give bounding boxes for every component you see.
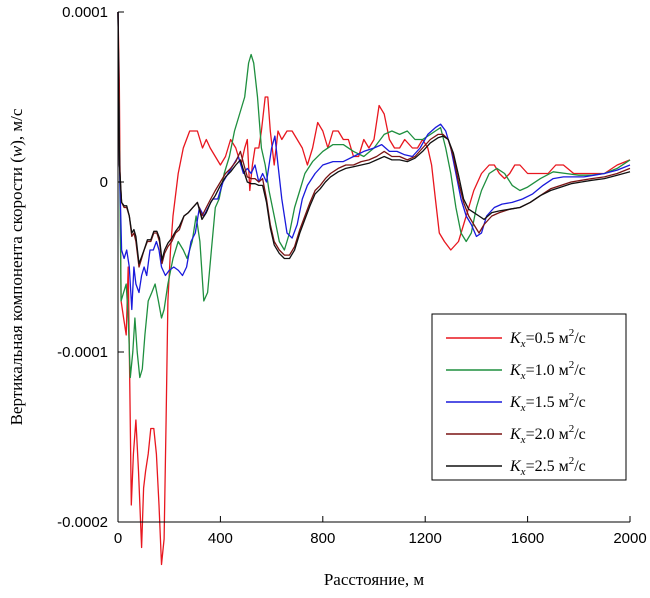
y-tick-label: 0 xyxy=(100,174,108,191)
x-tick-label: 400 xyxy=(208,530,233,547)
series-line-2 xyxy=(117,11,631,379)
x-tick-label: 1600 xyxy=(511,530,544,547)
x-tick-label: 1200 xyxy=(409,530,442,547)
y-tick-label: -0.0002 xyxy=(57,514,108,531)
legend-box xyxy=(431,313,627,481)
legend-label-1: Kx=0.5 м2/с xyxy=(509,327,586,350)
series-line-1 xyxy=(117,11,631,566)
x-axis-title: Расстояние, м xyxy=(324,570,425,589)
legend-label-4: Kx=2.0 м2/с xyxy=(509,423,586,446)
legend: Kx=0.5 м2/с Kx=1.0 м2/с Kx=1.5 м2/с Kx=2.0 … xyxy=(431,313,627,481)
axes xyxy=(117,12,630,523)
series-line-3 xyxy=(117,11,631,311)
legend-label-5: Kx=2.5 м2/с xyxy=(509,455,586,478)
x-tick-label: 800 xyxy=(310,530,335,547)
x-tick-label: 2000 xyxy=(613,530,646,547)
series-lines xyxy=(117,11,631,566)
x-ticks: 0 400 800 1200 1600 2000 xyxy=(114,516,647,547)
legend-label-2: Kx=1.0 м2/с xyxy=(509,359,586,382)
legend-label-3: Kx=1.5 м2/с xyxy=(509,391,586,414)
y-tick-label: -0.0001 xyxy=(57,344,108,361)
series-line-5 xyxy=(117,11,631,265)
y-tick-label: 0.0001 xyxy=(62,4,108,21)
series-line-4 xyxy=(117,11,631,268)
y-axis-title: Вертикальная компонента скорости (w), м/… xyxy=(7,108,26,425)
y-ticks: -0.0002 -0.0001 0 0.0001 xyxy=(57,4,124,531)
x-tick-label: 0 xyxy=(114,530,122,547)
